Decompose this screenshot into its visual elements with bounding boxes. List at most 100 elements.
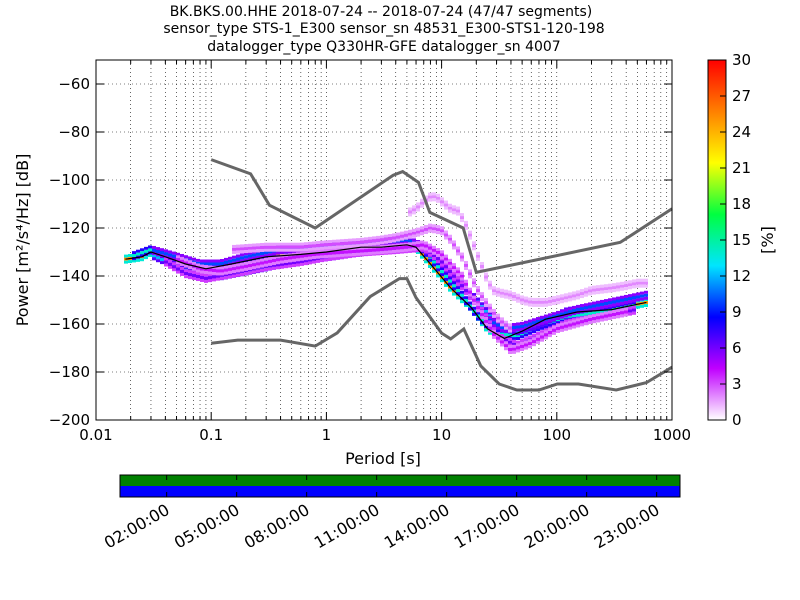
- density-cell: [512, 295, 516, 299]
- density-cell: [520, 324, 524, 328]
- density-cell: [416, 249, 420, 253]
- density-cell: [520, 331, 524, 335]
- density-cell: [564, 314, 568, 318]
- density-cell: [448, 279, 452, 283]
- density-cell: [220, 262, 224, 266]
- density-cell: [536, 331, 540, 335]
- density-cell: [572, 317, 576, 321]
- density-cell: [420, 226, 424, 230]
- density-cell: [520, 335, 524, 339]
- density-cell: [412, 238, 416, 242]
- density-cell: [444, 283, 448, 287]
- density-cell: [272, 262, 276, 266]
- density-cell: [544, 325, 548, 329]
- density-cell: [540, 300, 544, 304]
- density-cell: [256, 257, 260, 261]
- density-cell: [636, 298, 640, 302]
- density-cell: [244, 244, 248, 248]
- density-cell: [412, 208, 416, 212]
- density-cell: [356, 249, 360, 253]
- density-cell: [248, 249, 252, 253]
- density-cell: [280, 262, 284, 266]
- density-cell: [380, 248, 384, 252]
- colorbar: 0 3 6 9 12 15 18 21 24 27 30: [707, 51, 751, 429]
- density-cell: [288, 256, 292, 260]
- density-cell: [236, 260, 240, 264]
- density-cell: [588, 289, 592, 293]
- density-cell: [176, 258, 180, 262]
- density-cell: [204, 259, 208, 263]
- density-cell: [540, 297, 544, 301]
- density-cell: [608, 310, 612, 314]
- density-cell: [380, 238, 384, 242]
- density-cell: [452, 284, 456, 288]
- density-cell: [564, 324, 568, 328]
- density-cell: [524, 299, 528, 303]
- density-cell: [516, 299, 520, 303]
- density-cell: [448, 240, 452, 244]
- density-cell: [188, 270, 192, 274]
- density-cell: [564, 311, 568, 315]
- density-cell: [252, 256, 256, 260]
- density-cell: [232, 274, 236, 278]
- density-cell: [452, 246, 456, 250]
- density-cell: [296, 255, 300, 259]
- density-cell: [220, 276, 224, 280]
- density-cell: [576, 293, 580, 297]
- density-cell: [464, 299, 468, 303]
- density-cell: [444, 236, 448, 240]
- density-cell: [432, 230, 436, 234]
- density-cell: [540, 330, 544, 334]
- density-cell: [460, 219, 464, 223]
- density-cell: [528, 303, 532, 307]
- density-cell: [184, 264, 188, 268]
- density-cell: [228, 256, 232, 260]
- density-cell: [228, 267, 232, 271]
- density-cell: [412, 247, 416, 251]
- density-cell: [356, 244, 360, 248]
- density-cell: [316, 255, 320, 259]
- density-cell: [552, 318, 556, 322]
- density-cell: [228, 275, 232, 279]
- density-cell: [520, 327, 524, 331]
- density-cell: [412, 241, 416, 245]
- density-cell: [524, 323, 528, 327]
- density-cell: [208, 259, 212, 263]
- density-cell: [588, 302, 592, 306]
- density-cell: [644, 293, 648, 297]
- density-cell: [424, 230, 428, 234]
- density-cell: [476, 286, 480, 290]
- density-cell: [540, 303, 544, 307]
- density-cell: [468, 233, 472, 237]
- density-cell: [436, 274, 440, 278]
- density-cell: [360, 237, 364, 241]
- density-cell: [152, 248, 156, 252]
- density-cell: [448, 206, 452, 210]
- density-cell: [464, 260, 468, 264]
- density-cell: [168, 250, 172, 254]
- density-cell: [432, 269, 436, 273]
- density-cell: [296, 242, 300, 246]
- density-cell: [536, 337, 540, 341]
- density-cell: [348, 238, 352, 242]
- density-cell: [540, 335, 544, 339]
- density-cell: [156, 247, 160, 251]
- density-cell: [276, 263, 280, 267]
- density-cell: [228, 270, 232, 274]
- timeline-frame: [119, 474, 681, 498]
- density-cell: [308, 253, 312, 257]
- density-cell: [288, 259, 292, 263]
- density-cell: [444, 233, 448, 237]
- density-cell: [236, 266, 240, 270]
- density-cell: [344, 253, 348, 257]
- density-cell: [256, 249, 260, 253]
- density-cell: [560, 325, 564, 329]
- density-cell: [288, 242, 292, 246]
- density-cell: [496, 319, 500, 323]
- density-cell: [636, 284, 640, 288]
- density-cell: [388, 250, 392, 254]
- density-cell: [592, 311, 596, 315]
- density-cell: [476, 257, 480, 261]
- density-cell: [544, 322, 548, 326]
- density-cell: [424, 247, 428, 251]
